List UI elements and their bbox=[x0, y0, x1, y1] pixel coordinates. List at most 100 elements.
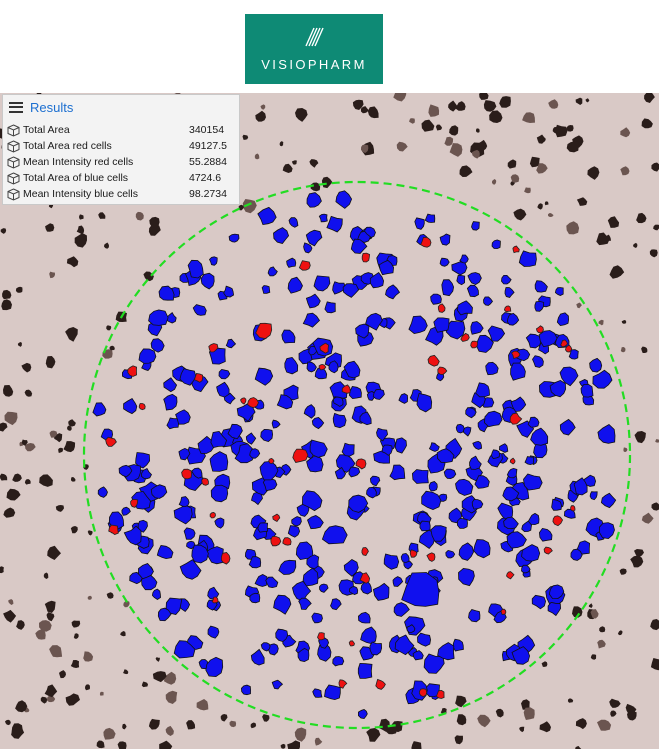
blue-cell bbox=[187, 259, 204, 279]
blue-cell bbox=[394, 634, 415, 656]
red-cell bbox=[127, 365, 138, 377]
blue-cell bbox=[123, 525, 142, 546]
blue-cell bbox=[123, 397, 138, 415]
background-nucleus bbox=[294, 727, 307, 742]
background-nucleus bbox=[98, 212, 106, 219]
red-cell bbox=[460, 332, 470, 342]
blue-cell bbox=[291, 516, 302, 527]
background-nucleus bbox=[609, 265, 625, 279]
background-nucleus bbox=[651, 502, 659, 511]
blue-cell bbox=[394, 437, 407, 454]
blue-cell bbox=[250, 648, 265, 666]
blue-cell bbox=[378, 259, 395, 276]
blue-cell bbox=[303, 242, 313, 254]
background-nucleus bbox=[455, 695, 467, 708]
blue-cell bbox=[248, 556, 262, 569]
blue-cell bbox=[200, 272, 215, 290]
blue-cell bbox=[324, 684, 341, 701]
background-nucleus bbox=[49, 430, 58, 438]
blue-cell bbox=[209, 256, 218, 266]
result-value: 55.2884 bbox=[189, 156, 227, 168]
blue-cell bbox=[332, 656, 345, 667]
background-nucleus bbox=[519, 726, 525, 733]
blue-cell bbox=[469, 455, 482, 470]
background-nucleus bbox=[49, 271, 55, 279]
background-nucleus bbox=[449, 143, 463, 157]
background-nucleus bbox=[65, 327, 78, 342]
blue-cell bbox=[451, 261, 468, 276]
blue-cell bbox=[348, 494, 369, 513]
red-cell-large bbox=[292, 448, 309, 463]
blue-cell bbox=[381, 444, 393, 456]
blue-cell bbox=[474, 475, 490, 489]
header-logo-area: VISIOPHARM bbox=[0, 0, 659, 93]
result-row-total-area-blue[interactable]: Total Area of blue cells 4724.6 bbox=[7, 170, 237, 186]
blue-cell bbox=[205, 656, 224, 678]
blue-cell bbox=[319, 583, 329, 593]
roi-circle-outline[interactable] bbox=[82, 180, 632, 730]
blue-cell bbox=[501, 274, 512, 285]
background-nucleus bbox=[590, 609, 599, 619]
blue-cell bbox=[473, 539, 491, 559]
background-nucleus bbox=[79, 214, 84, 220]
background-nucleus bbox=[49, 645, 63, 658]
background-nucleus bbox=[587, 166, 600, 180]
blue-cell bbox=[530, 427, 549, 446]
background-nucleus bbox=[123, 669, 129, 675]
blue-cell bbox=[392, 576, 404, 587]
blue-cell bbox=[286, 257, 297, 268]
background-nucleus bbox=[0, 228, 7, 234]
blue-cell bbox=[365, 312, 383, 331]
blue-cell bbox=[510, 396, 527, 413]
blue-cell bbox=[383, 553, 400, 570]
background-nucleus bbox=[607, 216, 620, 228]
background-nucleus bbox=[598, 319, 604, 326]
red-cell bbox=[409, 549, 418, 558]
background-nucleus bbox=[523, 707, 535, 720]
logo-text: VISIOPHARM bbox=[261, 57, 367, 72]
blue-cell bbox=[273, 227, 290, 244]
background-nucleus bbox=[609, 698, 621, 708]
blue-cell bbox=[192, 304, 207, 316]
cell-segmentation-overlay[interactable] bbox=[0, 93, 659, 749]
blue-cell bbox=[223, 285, 235, 298]
blue-cell bbox=[287, 525, 301, 538]
blue-cell bbox=[288, 217, 299, 228]
background-nucleus bbox=[548, 99, 559, 109]
blue-cell bbox=[257, 522, 269, 533]
result-row-mean-intensity-blue[interactable]: Mean Intensity blue cells 98.2734 bbox=[7, 186, 237, 202]
blue-cell bbox=[140, 467, 152, 480]
blue-cell bbox=[417, 632, 432, 647]
blue-cell bbox=[475, 382, 490, 398]
blue-cell bbox=[483, 296, 494, 306]
blue-cell bbox=[173, 504, 193, 525]
blue-cell bbox=[173, 640, 196, 659]
background-nucleus bbox=[566, 125, 574, 132]
blue-cell bbox=[393, 602, 410, 617]
blue-cell bbox=[441, 279, 455, 297]
result-row-mean-intensity-red[interactable]: Mean Intensity red cells 55.2884 bbox=[7, 154, 237, 170]
blue-cell bbox=[548, 584, 565, 600]
result-label: Total Area bbox=[23, 124, 70, 136]
blue-cell bbox=[436, 448, 455, 463]
hamburger-menu-icon[interactable] bbox=[9, 101, 23, 113]
background-nucleus bbox=[651, 162, 659, 172]
blue-cell bbox=[179, 559, 202, 580]
blue-cell bbox=[307, 515, 324, 530]
blue-cell-cluster bbox=[163, 393, 178, 411]
background-nucleus bbox=[287, 740, 300, 749]
blue-cell bbox=[503, 516, 519, 530]
result-row-total-area-red[interactable]: Total Area red cells 49127.5 bbox=[7, 138, 237, 154]
background-nucleus bbox=[96, 740, 105, 749]
blue-cell bbox=[318, 637, 330, 649]
blue-cell bbox=[118, 464, 133, 478]
result-row-total-area[interactable]: Total Area 340154 bbox=[7, 122, 237, 138]
red-cell bbox=[138, 403, 146, 411]
blue-cell bbox=[267, 266, 278, 277]
blue-cell bbox=[163, 377, 178, 393]
red-cell bbox=[420, 236, 432, 248]
background-nucleus bbox=[367, 106, 379, 119]
background-nucleus bbox=[45, 223, 55, 232]
background-nucleus bbox=[3, 609, 17, 623]
red-cell bbox=[535, 325, 544, 334]
